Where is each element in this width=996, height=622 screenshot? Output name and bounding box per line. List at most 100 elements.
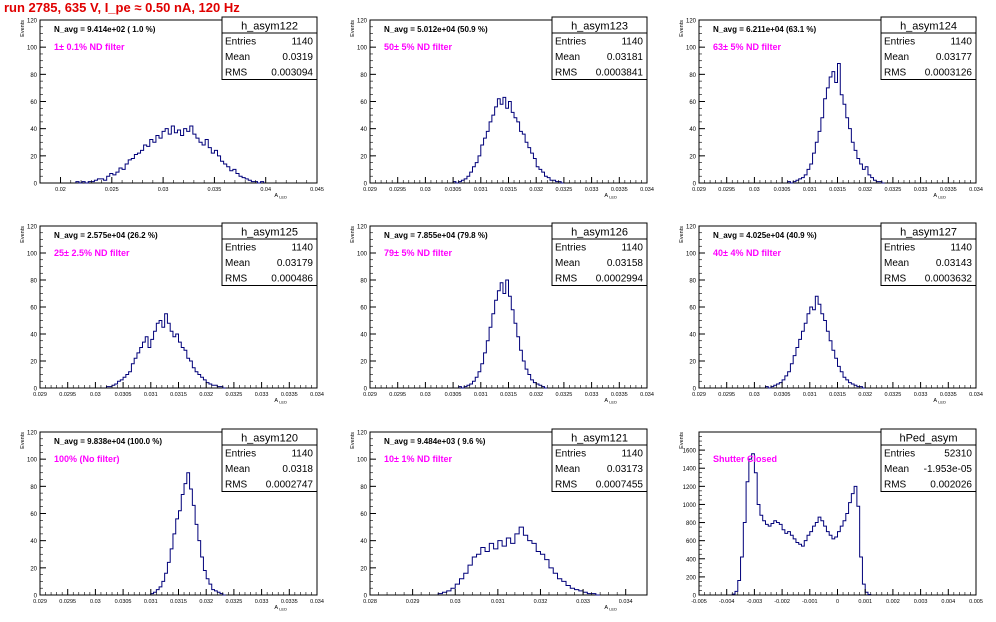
y-tick-label: 120 [27, 225, 38, 231]
x-tick-label: 0.029 [363, 187, 377, 193]
y-tick-label: 100 [357, 458, 368, 464]
x-tick-label: 0.0315 [170, 599, 187, 605]
stats-box [880, 428, 977, 492]
x-tick-label: 0.003 [914, 599, 928, 605]
histogram-name: h_asym126 [571, 227, 628, 239]
x-axis-title: A LED [933, 193, 946, 200]
x-tick-label: 0.029 [33, 392, 47, 398]
y-tick-label: 0 [34, 387, 38, 393]
y-tick-label: 80 [360, 73, 367, 79]
y-axis-title: Events [20, 432, 26, 449]
y-tick-label: 600 [686, 539, 697, 545]
y-tick-label: 20 [689, 154, 696, 160]
stats-value: 0.003094 [271, 68, 313, 79]
x-tick-label: 0.04 [260, 187, 271, 193]
x-tick-label: 0.032 [858, 187, 872, 193]
x-tick-label: 0.034 [310, 599, 324, 605]
histogram-line [731, 453, 872, 596]
x-tick-label: 0.0295 [389, 187, 406, 193]
stats-label: RMS [555, 68, 578, 79]
stats-label: Entries [225, 449, 256, 460]
y-tick-label: 1600 [683, 449, 697, 455]
page-title: run 2785, 635 V, I_pe ≈ 0.50 nA, 120 Hz [4, 0, 240, 15]
histogram-line [105, 313, 226, 389]
x-tick-label: 0.0295 [389, 392, 406, 398]
x-tick-label: 0.031 [803, 187, 817, 193]
y-tick-label: 100 [27, 252, 38, 258]
x-tick-label: 0.03 [90, 599, 101, 605]
y-tick-label: 800 [686, 521, 697, 527]
x-tick-label: 0.034 [969, 187, 983, 193]
n-avg-label: N_avg = 2.575e+04 (26.2 %) [54, 231, 158, 240]
y-tick-label: 120 [357, 225, 368, 231]
histogram-line [458, 279, 548, 389]
histogram-panel-h_asym120: 0 20 40 60 80 100 120 0.029 0.0295 0.03 0.0305 0.03… [20, 428, 324, 612]
stats-box [551, 222, 648, 286]
histogram-line [437, 526, 601, 596]
histogram-panel-h_asym127: 0 20 40 60 80 100 120 0.029 0.0295 0.03 0.0305 0.03… [679, 222, 983, 405]
x-tick-label: 0.0305 [774, 392, 791, 398]
histogram-line [75, 125, 265, 184]
stats-label: RMS [225, 480, 248, 491]
y-tick-label: 20 [360, 566, 367, 572]
y-tick-label: 40 [360, 333, 367, 339]
stats-label: Mean [555, 464, 580, 475]
x-tick-label: 0.032 [199, 599, 213, 605]
x-axis-title: A LED [274, 398, 287, 405]
histogram-line [787, 62, 885, 184]
x-tick-label: 0.031 [803, 392, 817, 398]
y-tick-label: 100 [357, 46, 368, 52]
x-tick-label: 0.0325 [225, 599, 242, 605]
x-tick-label: 0.032 [529, 187, 543, 193]
stats-value: -1.953e-05 [924, 464, 973, 475]
x-tick-label: 0.0335 [940, 392, 957, 398]
y-tick-label: 40 [360, 539, 367, 545]
histogram-name: h_asym120 [241, 433, 298, 445]
x-tick-label: 0.0325 [884, 392, 901, 398]
stats-value: 52310 [944, 449, 972, 460]
y-tick-label: 60 [689, 306, 696, 312]
stats-box [880, 16, 977, 80]
y-tick-label: 0 [364, 594, 368, 600]
n-avg-label: N_avg = 9.414e+02 ( 1.0 %) [54, 25, 156, 34]
y-tick-label: 100 [357, 252, 368, 258]
stats-label: Mean [884, 52, 909, 63]
x-tick-label: 0.0305 [774, 187, 791, 193]
stats-value: 1140 [621, 243, 643, 254]
filter-annotation: 25± 2.5% ND filter [54, 248, 130, 258]
filter-annotation: 1± 0.1% ND filter [54, 42, 125, 52]
y-tick-label: 60 [360, 306, 367, 312]
stats-box [551, 428, 648, 492]
stats-label: Mean [225, 52, 250, 63]
x-tick-label: 0.0305 [115, 599, 132, 605]
stats-label: Entries [555, 243, 586, 254]
y-axis-title: Events [679, 226, 685, 243]
y-tick-label: 60 [30, 512, 37, 518]
x-tick-label: 0.0315 [500, 187, 517, 193]
stats-label: Mean [225, 464, 250, 475]
x-tick-label: 0.03 [450, 599, 461, 605]
n-avg-label: N_avg = 4.025e+04 (40.9 %) [713, 231, 817, 240]
stats-value: 0.03143 [936, 258, 973, 269]
filter-annotation: Shutter Closed [713, 454, 777, 464]
histogram-name: h_asym125 [241, 227, 298, 239]
stats-label: Entries [884, 243, 915, 254]
stats-value: 1140 [621, 37, 643, 48]
y-tick-label: 60 [689, 100, 696, 106]
stats-box [221, 222, 318, 286]
y-tick-label: 40 [30, 539, 37, 545]
x-tick-label: 0.032 [529, 392, 543, 398]
y-tick-label: 60 [360, 512, 367, 518]
x-tick-label: 0.03 [420, 392, 431, 398]
x-tick-label: 0.0315 [829, 187, 846, 193]
x-tick-label: 0.033 [585, 392, 599, 398]
x-tick-label: 0.031 [474, 392, 488, 398]
x-axis-title: A LED [274, 605, 287, 612]
x-tick-label: 0.045 [310, 187, 324, 193]
x-tick-label: 0.0325 [225, 392, 242, 398]
stats-label: RMS [884, 274, 907, 285]
y-axis-title: Events [350, 432, 356, 449]
n-avg-label: N_avg = 5.012e+04 (50.9 %) [384, 25, 488, 34]
stats-value: 1140 [291, 449, 313, 460]
y-tick-label: 0 [364, 387, 368, 393]
